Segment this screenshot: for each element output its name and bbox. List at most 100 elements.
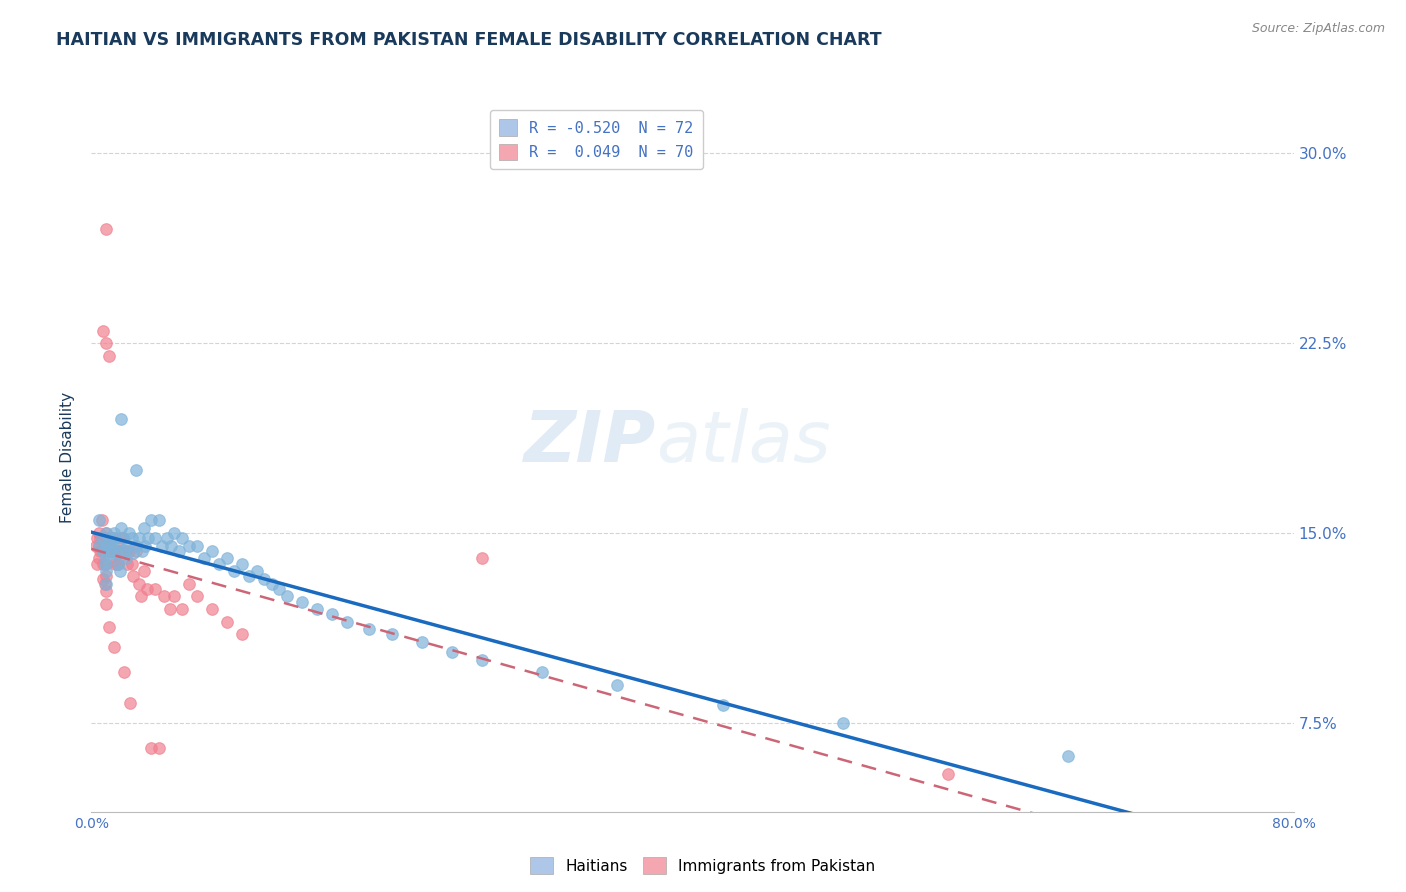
Text: atlas: atlas xyxy=(657,409,831,477)
Point xyxy=(121,531,143,545)
Point xyxy=(115,551,138,566)
Point xyxy=(711,698,734,713)
Point xyxy=(163,590,186,604)
Point xyxy=(114,544,136,558)
Point xyxy=(163,526,186,541)
Point xyxy=(97,544,120,558)
Text: HAITIAN VS IMMIGRANTS FROM PAKISTAN FEMALE DISABILITY CORRELATION CHART: HAITIAN VS IMMIGRANTS FROM PAKISTAN FEMA… xyxy=(56,31,882,49)
Point xyxy=(97,531,120,545)
Point xyxy=(107,557,129,571)
Point xyxy=(150,539,173,553)
Point xyxy=(122,546,145,560)
Point xyxy=(121,557,143,571)
Point xyxy=(305,602,328,616)
Point xyxy=(177,539,200,553)
Point xyxy=(108,544,131,558)
Point xyxy=(336,615,359,629)
Point xyxy=(105,557,128,571)
Point xyxy=(155,531,177,545)
Point xyxy=(134,539,156,553)
Point xyxy=(114,544,136,558)
Point xyxy=(101,531,124,545)
Point xyxy=(96,584,118,599)
Point xyxy=(96,526,118,541)
Point xyxy=(186,590,208,604)
Point xyxy=(531,665,554,680)
Point xyxy=(94,576,117,591)
Point xyxy=(90,531,112,545)
Point xyxy=(291,594,314,608)
Legend: R = -0.520  N = 72, R =  0.049  N = 70: R = -0.520 N = 72, R = 0.049 N = 70 xyxy=(489,111,703,169)
Point xyxy=(246,564,269,578)
Point xyxy=(108,564,131,578)
Point xyxy=(359,623,381,637)
Point xyxy=(118,544,141,558)
Point xyxy=(131,544,153,558)
Point xyxy=(89,544,111,558)
Point xyxy=(118,526,141,541)
Point xyxy=(125,463,148,477)
Point xyxy=(177,576,200,591)
Point xyxy=(132,564,155,578)
Point xyxy=(120,696,142,710)
Point xyxy=(103,544,125,558)
Point xyxy=(96,569,118,583)
Point xyxy=(224,564,246,578)
Point xyxy=(276,590,298,604)
Point xyxy=(160,539,183,553)
Point xyxy=(122,569,145,583)
Point xyxy=(238,569,260,583)
Point xyxy=(231,627,253,641)
Point xyxy=(100,546,122,560)
Point xyxy=(115,544,138,558)
Point xyxy=(96,539,118,553)
Point xyxy=(87,539,110,553)
Point xyxy=(381,627,404,641)
Point xyxy=(201,602,224,616)
Point xyxy=(103,539,125,553)
Point xyxy=(129,590,152,604)
Point xyxy=(215,615,238,629)
Point xyxy=(96,539,118,553)
Point xyxy=(101,539,124,553)
Point xyxy=(90,531,112,545)
Point xyxy=(117,539,139,553)
Point xyxy=(411,635,433,649)
Point xyxy=(1057,749,1080,764)
Point xyxy=(96,336,118,351)
Point xyxy=(440,645,463,659)
Point xyxy=(104,544,127,558)
Point xyxy=(170,531,193,545)
Point xyxy=(128,531,150,545)
Point xyxy=(94,531,117,545)
Point xyxy=(96,576,118,591)
Point xyxy=(831,716,853,731)
Point xyxy=(98,349,121,363)
Point xyxy=(936,766,959,780)
Point xyxy=(152,590,174,604)
Point xyxy=(125,544,148,558)
Text: ZIP: ZIP xyxy=(524,409,657,477)
Point xyxy=(606,678,628,692)
Point xyxy=(215,551,238,566)
Point xyxy=(193,551,215,566)
Point xyxy=(170,602,193,616)
Point xyxy=(253,572,276,586)
Point xyxy=(471,551,494,566)
Point xyxy=(93,557,115,571)
Point xyxy=(125,539,148,553)
Point xyxy=(84,539,107,553)
Point xyxy=(103,531,125,545)
Point xyxy=(96,564,118,578)
Point xyxy=(260,576,283,591)
Point xyxy=(110,544,132,558)
Point xyxy=(96,551,118,566)
Point xyxy=(114,665,136,680)
Point xyxy=(94,557,117,571)
Point xyxy=(98,531,121,545)
Point xyxy=(159,602,181,616)
Point xyxy=(141,741,163,756)
Point xyxy=(93,324,115,338)
Point xyxy=(111,531,134,545)
Point xyxy=(110,412,132,426)
